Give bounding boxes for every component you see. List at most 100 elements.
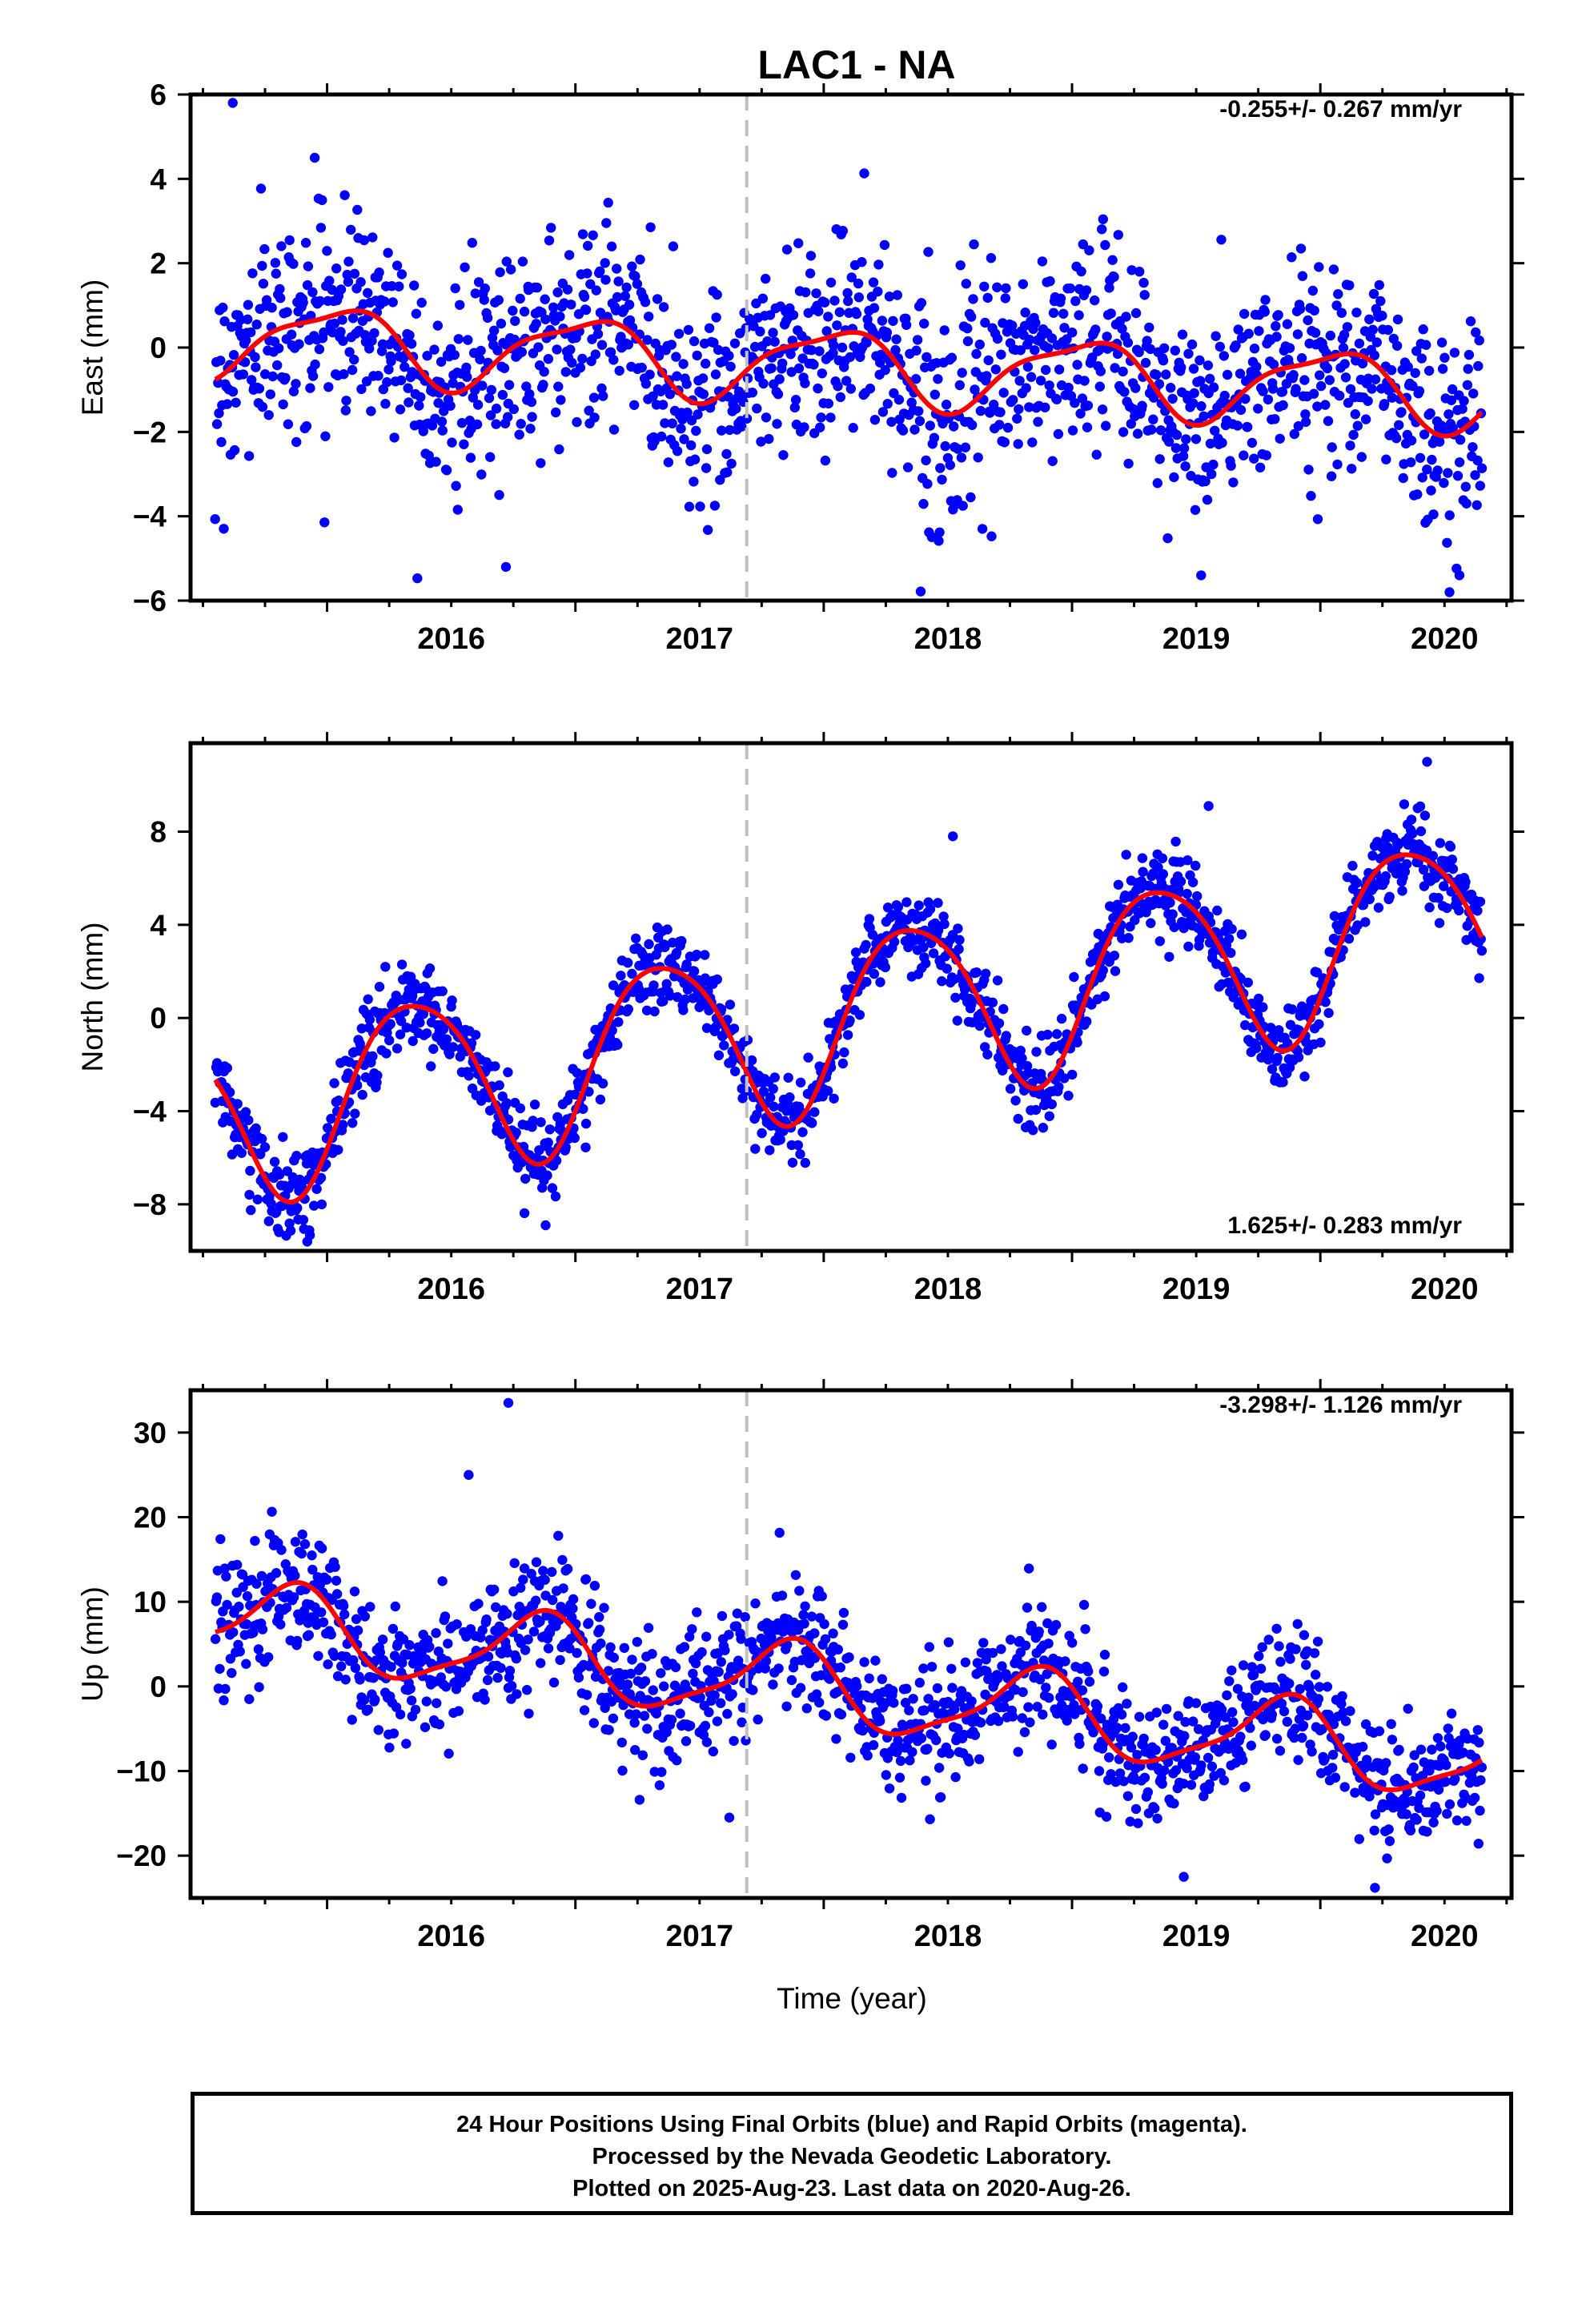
data-point bbox=[1175, 876, 1186, 887]
data-point bbox=[1370, 374, 1381, 384]
data-point bbox=[538, 1566, 548, 1576]
data-point bbox=[1083, 1666, 1094, 1677]
data-point bbox=[504, 380, 515, 390]
data-point bbox=[923, 247, 934, 257]
data-point bbox=[429, 344, 440, 355]
data-point bbox=[691, 425, 701, 436]
data-point bbox=[461, 1631, 472, 1642]
data-point bbox=[250, 352, 260, 363]
data-point bbox=[1233, 324, 1243, 335]
data-point bbox=[560, 1142, 571, 1152]
x-tick-label: 2019 bbox=[1162, 622, 1231, 656]
data-point bbox=[1188, 1716, 1199, 1727]
data-point bbox=[901, 320, 912, 330]
data-point bbox=[954, 935, 965, 945]
data-point bbox=[1080, 1624, 1090, 1634]
data-point bbox=[1046, 1739, 1057, 1750]
data-point bbox=[1276, 1699, 1287, 1709]
data-point bbox=[526, 1569, 536, 1579]
data-point bbox=[1227, 1665, 1237, 1675]
velocity-rate-label: 1.625+/- 0.283 mm/yr bbox=[1227, 1212, 1462, 1239]
data-point bbox=[1360, 1719, 1371, 1730]
data-point bbox=[540, 294, 550, 304]
data-point bbox=[490, 1061, 500, 1072]
data-point bbox=[1106, 1769, 1116, 1779]
data-point bbox=[588, 1718, 599, 1728]
data-point bbox=[1055, 293, 1066, 304]
data-point bbox=[1152, 478, 1163, 489]
data-point bbox=[1228, 477, 1239, 488]
data-point bbox=[862, 1751, 873, 1761]
data-point bbox=[1232, 1683, 1243, 1695]
data-point bbox=[1452, 1815, 1463, 1826]
data-point bbox=[1212, 905, 1223, 916]
data-point bbox=[1251, 1043, 1262, 1054]
data-point bbox=[783, 1072, 793, 1083]
data-point bbox=[1167, 909, 1178, 919]
data-point bbox=[758, 1086, 769, 1097]
data-point bbox=[579, 1705, 590, 1715]
x-tick-label: 2020 bbox=[1411, 1920, 1479, 1953]
data-point bbox=[1220, 1712, 1231, 1723]
data-point bbox=[930, 389, 941, 400]
data-point bbox=[292, 1635, 303, 1647]
data-point bbox=[1226, 460, 1236, 471]
data-point bbox=[552, 344, 562, 355]
data-point bbox=[1207, 1761, 1218, 1771]
data-point bbox=[773, 1663, 784, 1674]
data-point bbox=[1142, 336, 1152, 346]
data-point bbox=[470, 1030, 481, 1040]
data-point bbox=[1133, 1818, 1143, 1828]
data-point bbox=[750, 1598, 761, 1609]
data-point bbox=[712, 289, 722, 300]
data-point bbox=[601, 218, 612, 228]
data-point bbox=[1161, 369, 1171, 380]
data-point bbox=[301, 420, 312, 432]
data-point bbox=[839, 1047, 849, 1058]
data-point bbox=[990, 364, 1002, 375]
data-point bbox=[820, 1634, 831, 1644]
data-point bbox=[491, 419, 501, 429]
data-point bbox=[335, 284, 347, 295]
data-point bbox=[998, 1003, 1009, 1015]
data-point bbox=[572, 1647, 582, 1659]
y-tick-label: 4 bbox=[150, 909, 167, 942]
y-tick-label: −8 bbox=[133, 1188, 167, 1221]
data-point bbox=[1041, 1683, 1051, 1693]
data-point bbox=[662, 924, 673, 935]
data-point bbox=[456, 418, 468, 428]
data-point bbox=[544, 1124, 555, 1135]
data-point bbox=[1337, 1691, 1347, 1702]
y-tick-label: 0 bbox=[150, 1671, 167, 1703]
data-point bbox=[1450, 1774, 1460, 1784]
data-point bbox=[729, 1023, 740, 1034]
data-point bbox=[1178, 443, 1190, 453]
data-point bbox=[1359, 1763, 1371, 1773]
data-point bbox=[716, 1657, 726, 1667]
data-point bbox=[717, 1610, 728, 1622]
data-point bbox=[725, 361, 736, 372]
data-point bbox=[511, 1128, 521, 1138]
data-point bbox=[1186, 339, 1198, 350]
plot-frame bbox=[188, 741, 1514, 1253]
data-point bbox=[412, 573, 423, 584]
data-point bbox=[1033, 416, 1043, 427]
data-point bbox=[329, 1651, 339, 1661]
data-point bbox=[497, 389, 508, 400]
data-point bbox=[1169, 472, 1179, 483]
data-point bbox=[801, 287, 811, 298]
data-point bbox=[1238, 1660, 1249, 1671]
data-point bbox=[1371, 337, 1383, 348]
data-point bbox=[1368, 288, 1379, 300]
data-point bbox=[234, 1602, 244, 1612]
data-point bbox=[1352, 920, 1363, 931]
data-point bbox=[1158, 356, 1169, 366]
data-point bbox=[608, 1713, 619, 1723]
data-point bbox=[658, 302, 669, 312]
data-point bbox=[1474, 335, 1484, 346]
data-point bbox=[892, 290, 903, 300]
data-point bbox=[861, 939, 871, 951]
data-point bbox=[880, 1698, 891, 1708]
data-point bbox=[1030, 1104, 1042, 1116]
data-point bbox=[470, 385, 480, 396]
